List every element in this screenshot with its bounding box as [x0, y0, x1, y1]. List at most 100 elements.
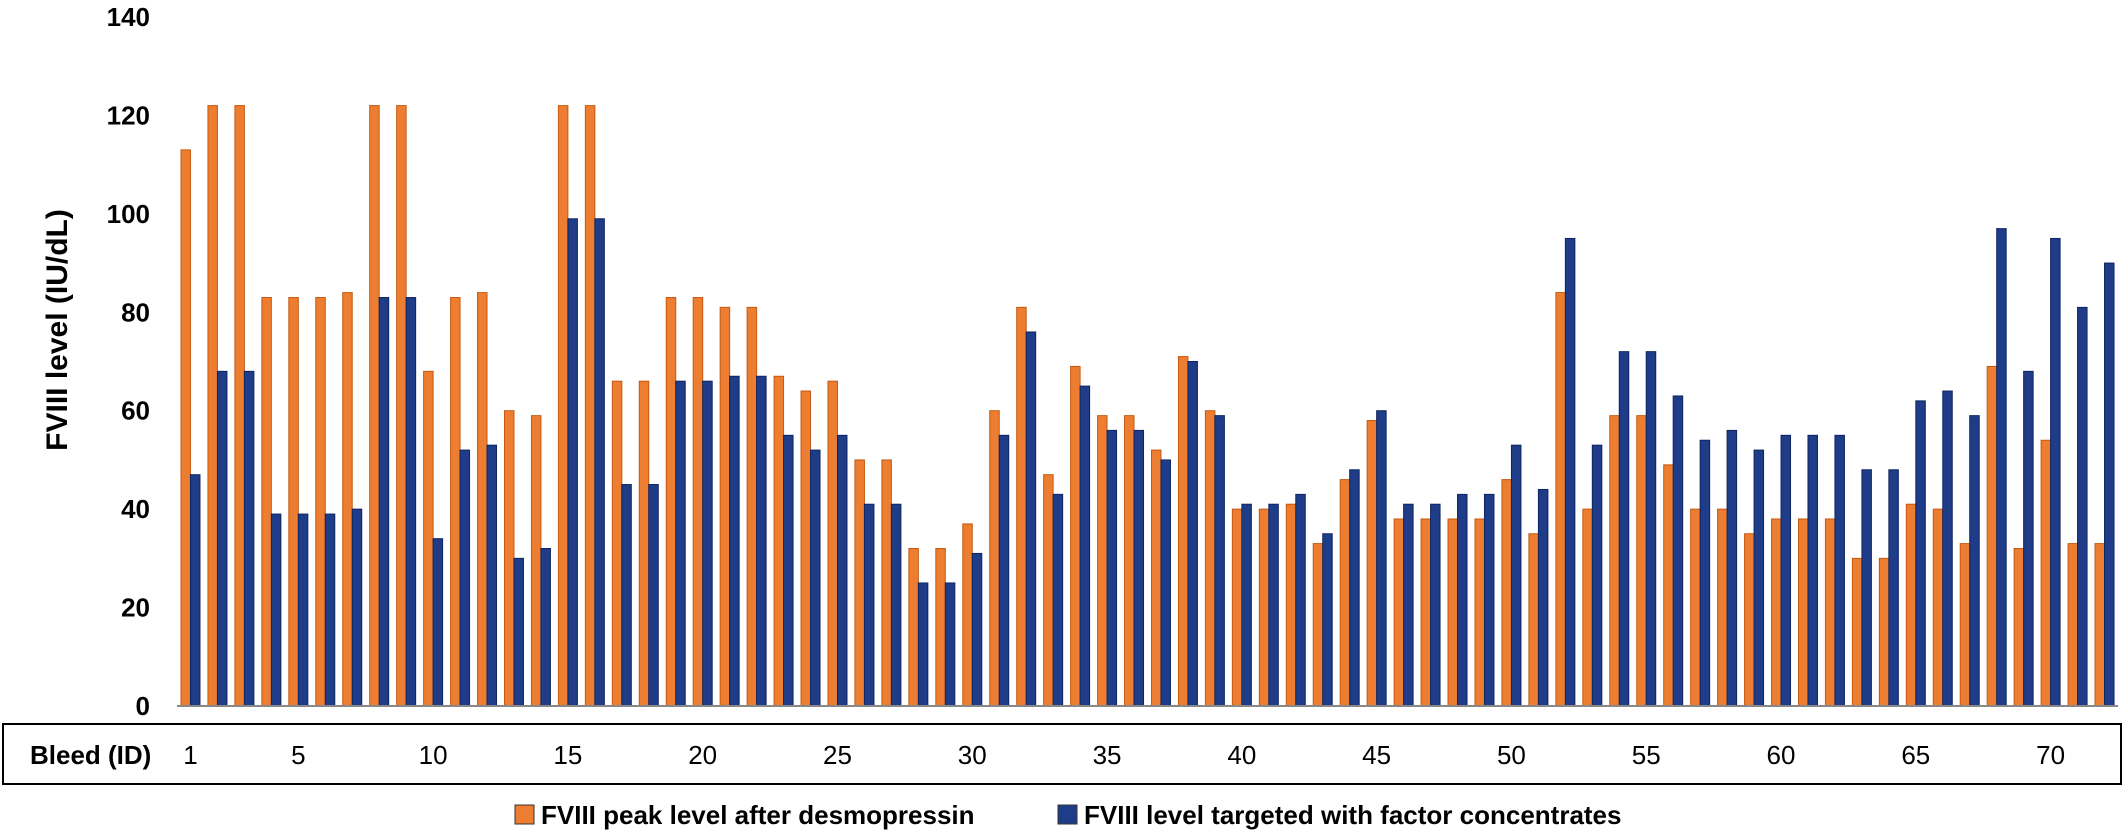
- bar-factor-concentrates: [971, 552, 983, 707]
- x-axis-label: Bleed (ID): [30, 740, 151, 770]
- bar-factor-concentrates: [621, 484, 632, 707]
- bar-desmopressin: [503, 410, 515, 707]
- legend-label-desmopressin: FVIII peak level after desmopressin: [541, 800, 975, 830]
- bar-desmopressin: [234, 105, 245, 707]
- bar-factor-concentrates: [702, 380, 713, 707]
- bar-factor-concentrates: [1834, 434, 1845, 707]
- x-axis-ticks: 1 5 10 15 20 25 30 35 40 45 50 55 60 65 70: [183, 740, 2065, 770]
- bar-factor-concentrates: [1915, 400, 1926, 707]
- x-tick-label: 50: [1497, 740, 1526, 770]
- bar-factor-concentrates: [1268, 503, 1279, 707]
- bar-desmopressin: [935, 548, 946, 707]
- bar-desmopressin: [1393, 518, 1405, 707]
- bar-desmopressin: [2013, 548, 2025, 707]
- x-tick-label: 1: [183, 740, 197, 770]
- bar-factor-concentrates: [324, 513, 336, 707]
- bar-desmopressin: [530, 415, 542, 707]
- bar-desmopressin: [2067, 543, 2079, 707]
- bar-desmopressin: [854, 459, 865, 707]
- y-tick-label: 80: [121, 297, 150, 327]
- x-tick-label: 20: [688, 740, 717, 770]
- category-table-row: [2, 723, 2122, 785]
- y-tick-label: 40: [121, 494, 150, 524]
- x-tick-label: 25: [823, 740, 852, 770]
- bar-desmopressin: [1717, 508, 1728, 707]
- bar-desmopressin: [881, 459, 892, 707]
- bar-desmopressin: [1258, 508, 1270, 707]
- bar-desmopressin: [638, 380, 650, 707]
- bar-factor-concentrates: [1726, 429, 1738, 707]
- bar-desmopressin: [962, 523, 973, 707]
- bar-factor-concentrates: [486, 444, 498, 707]
- bar-factor-concentrates: [729, 375, 740, 707]
- bar-desmopressin: [1150, 449, 1162, 707]
- bar-desmopressin: [1124, 415, 1135, 707]
- bar-desmopressin: [423, 370, 434, 707]
- legend: FVIII peak level after desmopressin FVII…: [514, 800, 1621, 830]
- bar-desmopressin: [1339, 479, 1351, 707]
- x-tick-label: 60: [1767, 740, 1796, 770]
- bar-desmopressin: [665, 297, 677, 707]
- bar-desmopressin: [908, 548, 919, 707]
- bar-desmopressin: [2040, 439, 2052, 707]
- bar-factor-concentrates: [1457, 493, 1468, 707]
- bar-factor-concentrates: [459, 449, 471, 707]
- bar-factor-concentrates: [1699, 439, 1711, 707]
- bar-factor-concentrates: [378, 297, 390, 707]
- bar-desmopressin: [1474, 518, 1485, 707]
- bar-desmopressin: [611, 380, 623, 707]
- bar-factor-concentrates: [1295, 493, 1306, 707]
- bar-desmopressin: [1878, 557, 1890, 707]
- bar-factor-concentrates: [1564, 237, 1576, 707]
- bar-factor-concentrates: [783, 434, 794, 707]
- y-tick-label: 120: [107, 100, 150, 130]
- bar-desmopressin: [1851, 557, 1863, 707]
- bar-desmopressin: [1231, 508, 1243, 707]
- bar-desmopressin: [2094, 543, 2106, 707]
- bar-desmopressin: [1582, 508, 1593, 707]
- bar-desmopressin: [773, 375, 785, 707]
- bar-factor-concentrates: [216, 370, 228, 707]
- legend-swatch-desmopressin: [514, 804, 535, 825]
- bar-factor-concentrates: [432, 538, 444, 707]
- bar-factor-concentrates: [297, 513, 309, 707]
- bar-desmopressin: [557, 105, 569, 707]
- bar-desmopressin: [396, 105, 407, 707]
- bar-factor-concentrates: [1591, 444, 1603, 707]
- bar-factor-concentrates: [675, 380, 686, 707]
- bar-desmopressin: [342, 292, 353, 707]
- bar-factor-concentrates: [1969, 415, 1980, 707]
- y-axis-ticks: 0 20 40 60 80 100 120 140: [107, 2, 150, 721]
- bar-factor-concentrates: [2050, 237, 2061, 707]
- bar-factor-concentrates: [567, 218, 578, 707]
- bar-factor-concentrates: [270, 513, 282, 707]
- bar-desmopressin: [692, 297, 704, 707]
- y-tick-label: 100: [107, 199, 150, 229]
- legend-swatch-factor-concentrates: [1057, 804, 1078, 825]
- bar-factor-concentrates: [189, 474, 201, 707]
- bar-desmopressin: [1501, 479, 1512, 707]
- bar-desmopressin: [1663, 464, 1674, 707]
- bar-desmopressin: [1824, 518, 1836, 707]
- bar-factor-concentrates: [1888, 469, 1899, 707]
- x-tick-label: 5: [291, 740, 305, 770]
- bar-factor-concentrates: [1672, 395, 1684, 707]
- bar-desmopressin: [1959, 543, 1971, 707]
- bar-factor-concentrates: [1214, 415, 1225, 707]
- bar-desmopressin: [1797, 518, 1809, 707]
- bar-desmopressin: [450, 297, 461, 707]
- y-tick-label: 140: [107, 2, 150, 32]
- bar-desmopressin: [1690, 508, 1701, 707]
- y-tick-label: 20: [121, 593, 150, 623]
- bar-factor-concentrates: [756, 375, 767, 707]
- x-tick-label: 70: [2036, 740, 2065, 770]
- y-tick-label: 60: [121, 396, 150, 426]
- bar-factor-concentrates: [944, 582, 956, 707]
- bar-desmopressin: [1609, 415, 1620, 707]
- bar-factor-concentrates: [1483, 493, 1495, 707]
- bar-factor-concentrates: [2104, 262, 2115, 707]
- bar-desmopressin: [1366, 420, 1378, 707]
- bars: [180, 105, 2115, 707]
- bar-desmopressin: [1744, 533, 1755, 707]
